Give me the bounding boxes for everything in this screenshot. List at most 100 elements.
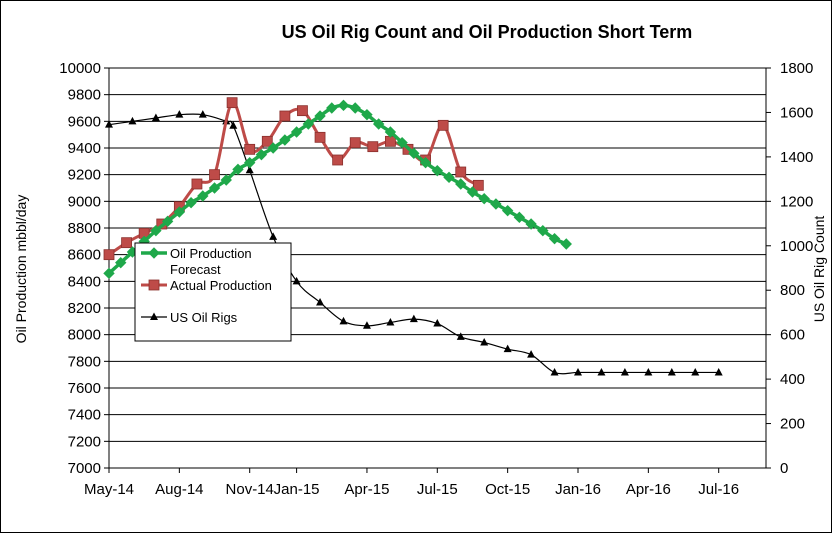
left-tick-label: 9200 xyxy=(68,167,101,184)
right-axis-title: US Oil Rig Count xyxy=(811,216,827,323)
actual-point xyxy=(367,141,379,153)
forecast-point xyxy=(513,211,526,224)
forecast-point xyxy=(537,224,549,237)
forecast-point xyxy=(408,147,420,160)
actual-point xyxy=(226,97,238,109)
actual-point xyxy=(209,169,220,181)
forecast-series xyxy=(103,99,572,280)
right-tick-label: 600 xyxy=(780,327,805,344)
x-tick-label: Jan-15 xyxy=(274,481,320,498)
rigs-point xyxy=(175,110,184,118)
left-tick-label: 8600 xyxy=(68,247,101,264)
rigs-point xyxy=(714,367,723,376)
x-tick-label: Jul-15 xyxy=(417,481,458,498)
rigs-point xyxy=(386,317,395,326)
forecast-point xyxy=(267,142,279,154)
actual-point xyxy=(349,137,361,149)
forecast-point xyxy=(419,156,432,169)
forecast-point xyxy=(326,102,338,114)
rigs-point xyxy=(292,276,301,285)
actual-series xyxy=(103,97,484,261)
rigs-point xyxy=(339,316,348,325)
forecast-point xyxy=(255,148,268,161)
rigs-series xyxy=(105,110,723,376)
forecast-point xyxy=(501,204,514,217)
x-tick-label: May-14 xyxy=(84,481,134,498)
forecast-point xyxy=(525,218,537,230)
rigs-point xyxy=(644,367,653,376)
forecast-point xyxy=(185,196,197,209)
rigs-point xyxy=(245,165,254,174)
x-tick-label: Oct-15 xyxy=(485,481,530,498)
forecast-point xyxy=(431,164,444,177)
x-tick-label: Apr-16 xyxy=(626,481,671,498)
actual-point xyxy=(261,135,273,147)
right-axis: 0 200 400 600 800 1000 1200 1400 1600 1800 xyxy=(765,60,813,477)
forecast-line xyxy=(107,103,567,275)
right-tick-label: 0 xyxy=(780,460,788,477)
legend-swatch-marker xyxy=(150,312,158,320)
legend-label: Oil Production xyxy=(170,246,252,261)
forecast-point xyxy=(455,178,467,190)
rigs-point xyxy=(620,367,629,376)
forecast-point xyxy=(208,182,221,194)
actual-point xyxy=(332,154,344,166)
left-tick-label: 7200 xyxy=(68,433,101,450)
left-tick-label: 8400 xyxy=(68,273,101,290)
forecast-point xyxy=(349,102,361,114)
forecast-point xyxy=(560,238,572,250)
actual-point xyxy=(455,166,467,178)
x-axis: May-14 Aug-14 Nov-14 Jan-15 Apr-15 Jul-15 Oct-… xyxy=(84,467,766,498)
forecast-point xyxy=(103,267,115,280)
left-tick-label: 7000 xyxy=(68,460,101,477)
rigs-line xyxy=(108,113,719,375)
left-tick-label: 7400 xyxy=(68,407,101,424)
rigs-point xyxy=(550,367,559,376)
rigs-point xyxy=(105,120,113,128)
rigs-point xyxy=(691,367,700,376)
x-tick-label: Apr-15 xyxy=(344,481,389,498)
forecast-point xyxy=(396,136,408,149)
left-axis-title: Oil Production mbbl/day xyxy=(13,195,29,344)
forecast-point xyxy=(478,192,490,205)
forecast-point xyxy=(243,156,256,169)
forecast-point xyxy=(279,134,291,146)
left-tick-label: 8000 xyxy=(68,327,101,344)
actual-point xyxy=(244,143,256,155)
forecast-point xyxy=(361,108,373,121)
legend-label: Forecast xyxy=(170,262,221,277)
rigs-point xyxy=(574,367,582,376)
forecast-point xyxy=(372,118,385,130)
rigs-point xyxy=(667,367,676,376)
right-tick-label: 200 xyxy=(780,416,805,433)
x-tick-label: Jan-16 xyxy=(555,481,601,498)
actual-point xyxy=(472,179,484,191)
right-tick-label: 1400 xyxy=(780,149,813,166)
forecast-point xyxy=(490,198,502,210)
forecast-point xyxy=(161,215,174,228)
x-tick-label: Nov-14 xyxy=(226,481,274,498)
right-tick-label: 400 xyxy=(780,371,805,388)
left-tick-label: 8200 xyxy=(68,300,101,317)
forecast-point xyxy=(466,186,479,198)
x-tick-label: Aug-14 xyxy=(155,481,203,498)
actual-point xyxy=(297,105,308,117)
rigs-point xyxy=(128,116,137,125)
rigs-point xyxy=(456,332,465,340)
forecast-point xyxy=(548,232,561,245)
rigs-point xyxy=(527,350,536,358)
rigs-point xyxy=(433,319,442,327)
forecast-point xyxy=(150,224,162,237)
legend-label: Actual Production xyxy=(170,278,272,293)
forecast-point xyxy=(337,99,350,112)
forecast-point xyxy=(220,174,232,186)
actual-point xyxy=(437,119,449,131)
left-tick-label: 7800 xyxy=(68,353,101,370)
actual-point xyxy=(314,131,326,143)
left-tick-label: 7600 xyxy=(68,380,101,397)
left-tick-label: 9600 xyxy=(68,113,101,130)
rigs-point xyxy=(229,121,238,129)
rigs-point xyxy=(409,314,418,323)
